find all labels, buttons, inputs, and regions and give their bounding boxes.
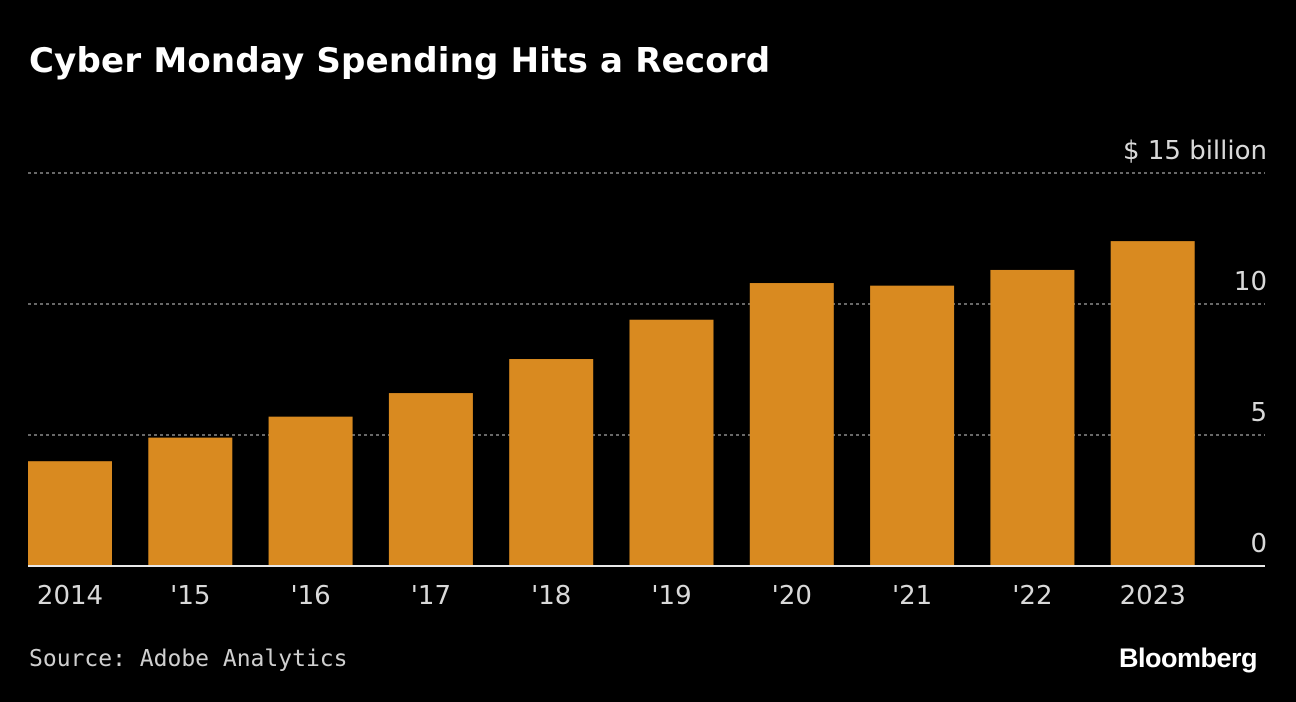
x-tick-labels: 2014 '15 '16 '17 '18 '19 '20 '21 '22 2023 [37, 581, 1186, 611]
bar-'22 [990, 269, 1075, 566]
x-tick-label-'20: '20 [772, 581, 812, 611]
bloomberg-logo: Bloomberg [1118, 643, 1258, 673]
y-tick-label-10: 10 [1234, 267, 1267, 297]
x-tick-label-'21: '21 [892, 581, 932, 611]
bars [28, 241, 1195, 566]
bar-'16 [268, 416, 353, 566]
y-tick-label-0: 0 [1250, 529, 1267, 559]
chart-title: Cyber Monday Spending Hits a Record [29, 41, 771, 81]
x-tick-label-'15: '15 [170, 581, 210, 611]
source-note: Source: Adobe Analytics [29, 646, 348, 672]
bar-'15 [148, 437, 233, 566]
x-tick-label-'16: '16 [290, 581, 330, 611]
bar-2014 [28, 461, 112, 566]
x-tick-label-2014: 2014 [37, 581, 103, 611]
bar-'20 [749, 283, 834, 566]
bar-'21 [870, 285, 955, 566]
bar-2023 [1110, 241, 1195, 566]
x-tick-label-'19: '19 [651, 581, 691, 611]
y-tick-labels: 0 5 10 $ 15 billion [1123, 136, 1267, 559]
y-tick-label-5: 5 [1250, 398, 1267, 428]
bar-'17 [388, 393, 473, 566]
x-tick-label-2023: 2023 [1120, 581, 1186, 611]
x-tick-label-'22: '22 [1012, 581, 1052, 611]
x-tick-label-'18: '18 [531, 581, 571, 611]
bar-'18 [509, 359, 594, 566]
x-tick-label-'17: '17 [411, 581, 451, 611]
y-tick-label-15: $ 15 billion [1123, 136, 1267, 166]
bar-'19 [629, 319, 714, 566]
